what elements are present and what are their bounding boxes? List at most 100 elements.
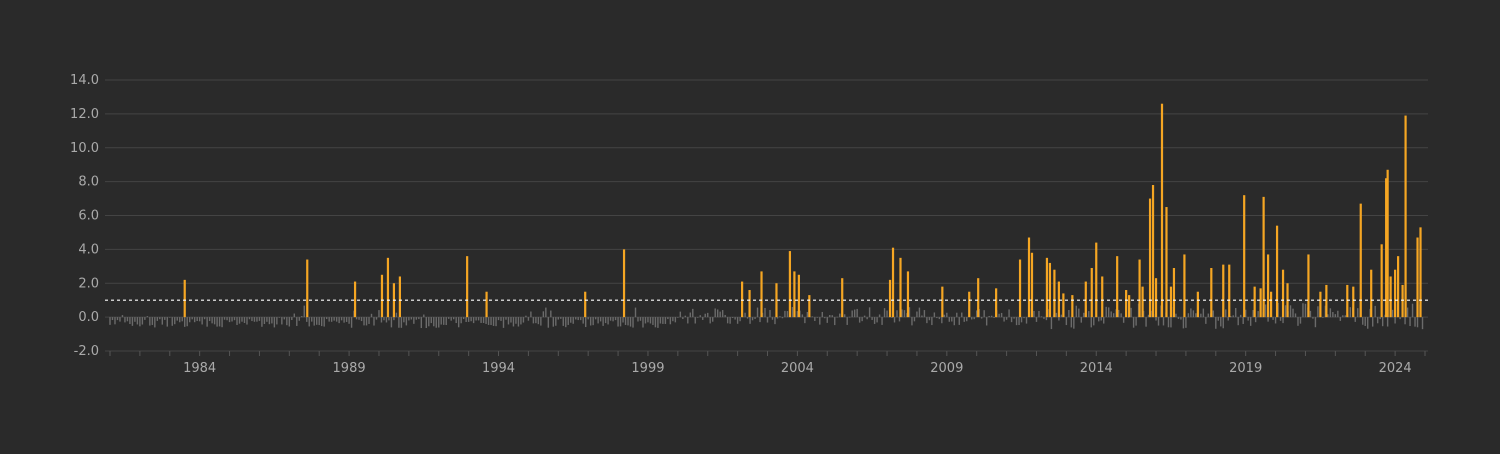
bar-minor [1105,306,1107,318]
bar [941,286,944,318]
bar-minor [1110,311,1112,318]
bar [1125,290,1128,318]
bar-minor [1192,310,1195,318]
bar [899,257,902,318]
bar-minor [403,317,405,323]
bar-minor [951,317,953,322]
bar-minor [679,311,682,318]
bar-minor [622,317,624,323]
bar-minor [550,310,552,318]
y-tick-label: -2.0 [74,344,99,359]
bar-minor [891,317,893,319]
bar-minor [288,317,291,327]
bar-minor [1090,317,1092,328]
bar-minor [667,317,669,320]
bar-minor [973,317,975,320]
bar [1196,291,1199,318]
bar-minor [186,317,188,327]
bar-minor [1068,309,1070,318]
y-tick-label: 4.0 [78,242,99,257]
bar [1266,254,1270,318]
bar-minor [555,317,557,326]
bar-minor [497,317,500,321]
bar-minor [176,317,178,321]
bar [1253,286,1256,318]
bar [1165,207,1168,318]
bar-minor [729,317,731,324]
bar-minor [971,317,973,320]
bar-minor [273,317,276,328]
bar-minor [413,317,415,324]
bar-minor [462,317,465,320]
bar-minor [998,313,1000,318]
bar-minor [756,307,759,318]
bar-minor [116,317,119,321]
bar [1259,288,1262,318]
bar-minor [333,317,335,321]
bar [775,283,778,318]
bar [398,276,401,318]
bar-minor [129,317,131,324]
bar-minor [861,317,863,322]
bar-minor [1399,317,1401,320]
bar-minor [1132,317,1135,328]
bar-minor [834,317,836,326]
bar-minor [1177,317,1180,319]
bar-minor [1322,317,1324,318]
bar-minor [928,317,931,321]
bar-minor [821,311,823,318]
bar-minor [682,317,684,320]
bar [584,291,587,318]
bar-minor [1098,317,1100,322]
bar-minor [1008,309,1010,318]
bar-minor [1367,317,1369,329]
bar-minor [517,317,520,327]
bar-minor [502,317,505,328]
bar-minor [664,317,667,324]
bar-minor [746,317,749,319]
bar-minor [144,317,146,320]
bar-minor [1264,304,1267,318]
bar [466,256,469,318]
bar-minor [1043,317,1045,319]
bar-minor [171,317,173,326]
bar [1394,269,1397,318]
bar-minor [941,317,943,324]
bar [1057,281,1060,318]
bar-minor [415,317,418,320]
y-axis-ticks: -2.0 0.0 2.0 4.0 6.0 8.0 10.0 12.0 14.0 [70,73,99,359]
bar-minor [662,317,664,324]
bar-minor [1207,313,1210,318]
bar-minor [1242,317,1244,324]
bar-minor [1140,316,1142,318]
bar-minor [796,311,799,318]
bar-minor [1112,313,1115,318]
bar-minor [1195,313,1197,318]
y-tick-label: 12.0 [70,107,99,122]
bar-minor [572,317,574,324]
bar-minor [1147,314,1150,318]
bar-minor [1297,317,1299,326]
bar-minor [1108,307,1110,318]
bar-minor [1411,303,1414,318]
bar-minor [931,317,933,326]
bar-minor [495,317,497,327]
bar-minor [570,317,572,323]
bar-minor [712,317,714,322]
bar-minor [448,317,450,319]
bar-minor [208,317,211,322]
bar-minor [179,317,181,323]
bar-minor [811,316,814,318]
bar-minor [216,317,218,327]
bar-minor [1267,317,1269,322]
bar-minor [1155,317,1157,321]
bar-minor [933,312,936,318]
bar-minor [151,317,154,325]
bar-minor [301,316,303,318]
bar-minor [1327,314,1329,318]
bar-minor [527,317,530,321]
bar-minor [647,317,649,323]
bar-minor [751,317,754,321]
bar-minor [134,317,136,322]
